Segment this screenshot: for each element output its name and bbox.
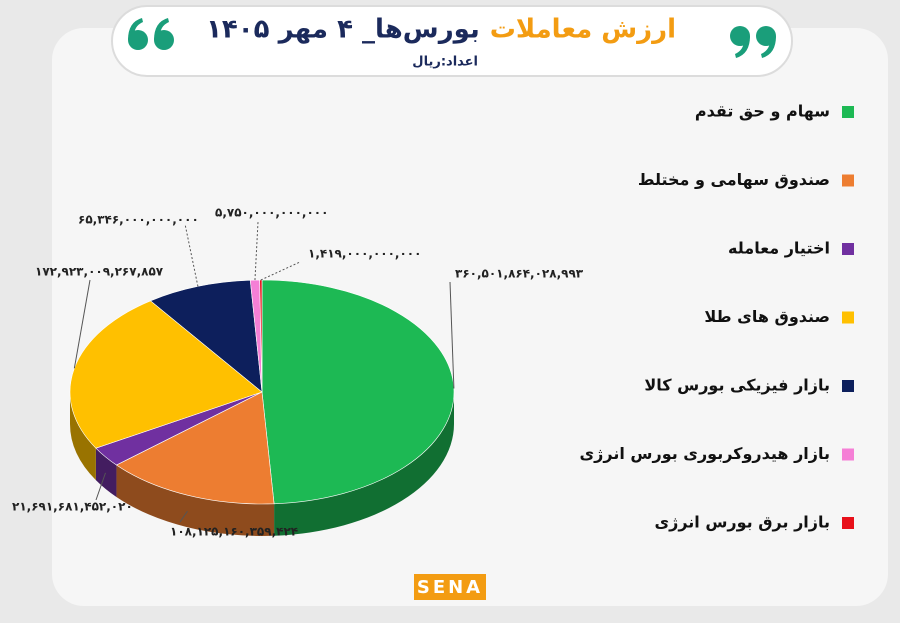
quote-right bbox=[730, 26, 776, 58]
legend-label: صندوق های طلا bbox=[704, 307, 830, 326]
legend-label: صندوق سهامی و مختلط bbox=[638, 170, 830, 189]
unit-subtitle: اعداد:ریال bbox=[412, 55, 478, 70]
leader-line bbox=[95, 472, 106, 501]
legend-swatch bbox=[842, 106, 854, 118]
legend-swatch bbox=[842, 174, 854, 187]
value-label: ۲۱,۶۹۱,۶۸۱,۴۵۲,۰۲۰ bbox=[12, 500, 133, 514]
slice bbox=[149, 279, 263, 393]
leader-line bbox=[254, 221, 259, 281]
slice-side bbox=[274, 392, 454, 536]
legend-label: سهام و حق تقدم bbox=[695, 102, 830, 121]
slice-side bbox=[116, 465, 275, 536]
value-label: ۱۰۸,۱۲۵,۱۶۰,۳۵۹,۴۲۴ bbox=[170, 525, 298, 539]
quote-left bbox=[128, 18, 174, 50]
legend-swatch bbox=[842, 243, 854, 255]
slice bbox=[115, 391, 275, 505]
title-pill bbox=[111, 5, 793, 77]
chart-title: بورس‌ها_ ۴ مهر ۱۴۰۵ bbox=[206, 15, 480, 45]
legend-label: بازار فیزیکی بورس کالا bbox=[644, 376, 830, 395]
leader-line bbox=[73, 279, 91, 369]
leader-line bbox=[449, 281, 455, 389]
value-label: ۱۷۲,۹۲۳,۰۰۹,۲۶۷,۸۵۷ bbox=[35, 265, 164, 279]
leader-line bbox=[179, 510, 188, 523]
legend-label: اختیار معامله bbox=[728, 239, 830, 258]
leader-line bbox=[260, 261, 301, 281]
value-label: ۱,۴۱۹,۰۰۰,۰۰۰,۰۰۰ bbox=[308, 247, 421, 261]
chart-title: ارزش معاملات bbox=[490, 15, 676, 45]
legend-swatch bbox=[842, 517, 854, 529]
leader-line bbox=[184, 223, 199, 287]
legend-swatch bbox=[842, 448, 854, 461]
legend-swatch bbox=[842, 380, 854, 392]
legend-swatch bbox=[842, 311, 854, 324]
value-label: ۵,۷۵۰,۰۰۰,۰۰۰,۰۰۰ bbox=[215, 206, 328, 220]
slice bbox=[261, 279, 455, 505]
logo: SENA bbox=[417, 577, 483, 598]
legend-label: بازار هیدروکربوری بورس انرژی bbox=[580, 444, 830, 463]
logo-box bbox=[414, 574, 486, 600]
value-label: ۶۵,۳۴۶,۰۰۰,۰۰۰,۰۰۰ bbox=[78, 213, 199, 227]
legend-label: بازار برق بورس انرژی bbox=[654, 513, 830, 532]
slice-side bbox=[70, 392, 96, 481]
value-label: ۳۶۰,۵۰۱,۸۶۴,۰۲۸,۹۹۳ bbox=[455, 267, 584, 281]
